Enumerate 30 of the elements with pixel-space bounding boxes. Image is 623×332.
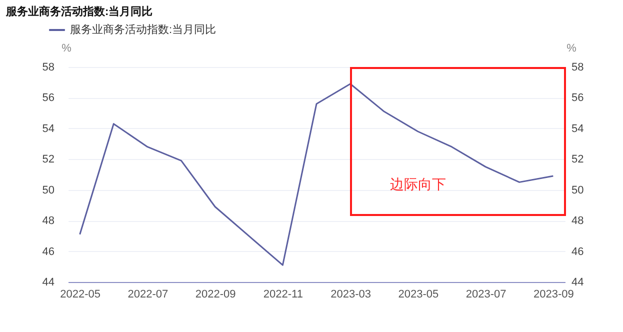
x-tick-label: 2022-09 <box>195 288 236 300</box>
y-axis-title: % <box>62 42 72 54</box>
x-tick-label: 2022-07 <box>128 288 168 300</box>
x-tick-label: 2022-05 <box>60 288 101 300</box>
legend-label: 服务业商务活动指数:当月同比 <box>70 23 216 36</box>
x-tick-label: 2022-11 <box>263 288 303 300</box>
y2-tick-label: 52 <box>572 154 584 166</box>
x-tick-label: 2023-05 <box>398 288 439 300</box>
x-tick-label: 2023-09 <box>533 288 574 300</box>
line-series <box>79 83 554 266</box>
y2-tick-label: 54 <box>572 122 584 135</box>
x-tick-label: 2023-03 <box>330 288 371 300</box>
y-tick-label: 54 <box>42 122 54 135</box>
y2-tick-label: 56 <box>572 92 584 104</box>
y2-axis-title: % <box>566 42 577 54</box>
y2-tick-label: 44 <box>572 276 584 288</box>
y2-tick-label: 58 <box>572 62 584 74</box>
y-tick-label: 50 <box>42 184 54 196</box>
y2-tick-label: 46 <box>572 246 584 258</box>
y2-tick-label: 48 <box>572 215 584 228</box>
y-tick-label: 58 <box>42 62 54 74</box>
y-tick-label: 56 <box>42 92 54 104</box>
chart-title: 服务业商务活动指数:当月同比 <box>6 4 153 19</box>
annotation: 边际向下 <box>390 176 446 194</box>
y2-tick-label: 50 <box>572 184 584 196</box>
x-tick-label: 2023-07 <box>466 288 506 300</box>
y-tick-label: 46 <box>42 246 54 258</box>
y-tick-label: 52 <box>42 154 54 166</box>
y-tick-label: 48 <box>42 215 54 228</box>
y-tick-label: 44 <box>42 276 54 288</box>
